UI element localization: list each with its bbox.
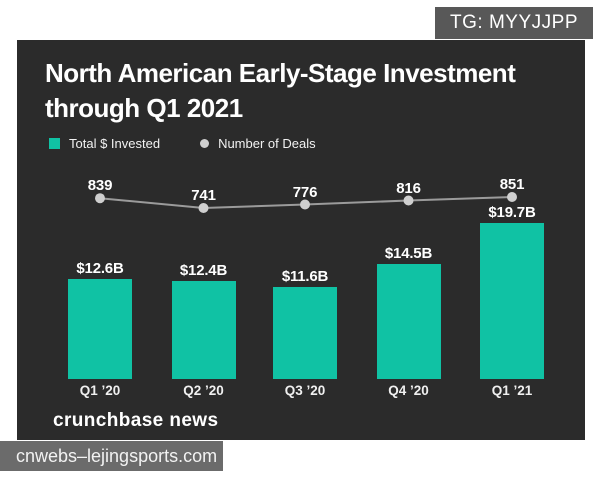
deals-line xyxy=(95,192,517,213)
bar xyxy=(480,222,544,379)
legend-item-invested: Total $ Invested xyxy=(49,136,160,151)
chart-title-line2: through Q1 2021 xyxy=(45,93,243,123)
deal-count-label: 776 xyxy=(292,183,318,201)
line-marker-icon xyxy=(200,139,210,148)
source-logo: crunchbase news xyxy=(53,410,219,431)
legend-label-deals: Number of Deals xyxy=(218,136,316,151)
watermark-badge: cnwebs–lejingsports.com xyxy=(0,441,223,471)
x-axis-label: Q3 ’20 xyxy=(284,383,326,398)
bar xyxy=(376,264,441,379)
x-axis-label: Q1 ’21 xyxy=(491,383,533,398)
deal-count-label: 839 xyxy=(87,177,113,195)
bar-value-label: $12.4B xyxy=(179,261,228,279)
chart-panel: North American Early-Stage Investment th… xyxy=(17,40,585,440)
tg-badge: TG: MYYJJPP xyxy=(435,7,593,39)
x-axis-label: Q2 ’20 xyxy=(183,383,224,398)
bar-value-label: $19.7B xyxy=(488,203,536,221)
deal-count-label: 851 xyxy=(499,176,525,193)
chart-title: North American Early-Stage Investment th… xyxy=(45,56,516,126)
x-axis-label: Q1 ’20 xyxy=(79,383,121,398)
chart-title-line1: North American Early-Stage Investment xyxy=(45,58,516,88)
deal-count-label: 741 xyxy=(191,187,216,204)
legend-item-deals: Number of Deals xyxy=(200,136,316,151)
legend-label-invested: Total $ Invested xyxy=(69,136,161,151)
legend: Total $ Invested Number of Deals xyxy=(49,136,316,151)
bar-value-label: $12.6B xyxy=(76,260,124,278)
plot-area: $12.6B 839 Q1 ’20 $12.4B 741 Q2 ’20 $11.6B 776 Q… xyxy=(17,40,585,440)
deal-count-label: 816 xyxy=(396,179,421,197)
deal-marker xyxy=(300,199,310,210)
bar xyxy=(273,287,337,379)
bar-value-label: $14.5B xyxy=(384,245,433,263)
bar-value-label: $11.6B xyxy=(281,268,329,286)
deal-marker xyxy=(198,203,209,213)
bar xyxy=(68,279,132,379)
deal-marker xyxy=(403,195,414,206)
bar xyxy=(171,280,236,379)
bar-swatch-icon xyxy=(49,138,60,149)
deal-marker xyxy=(507,192,517,202)
x-axis-label: Q4 ’20 xyxy=(388,383,429,398)
deal-marker xyxy=(95,193,105,204)
